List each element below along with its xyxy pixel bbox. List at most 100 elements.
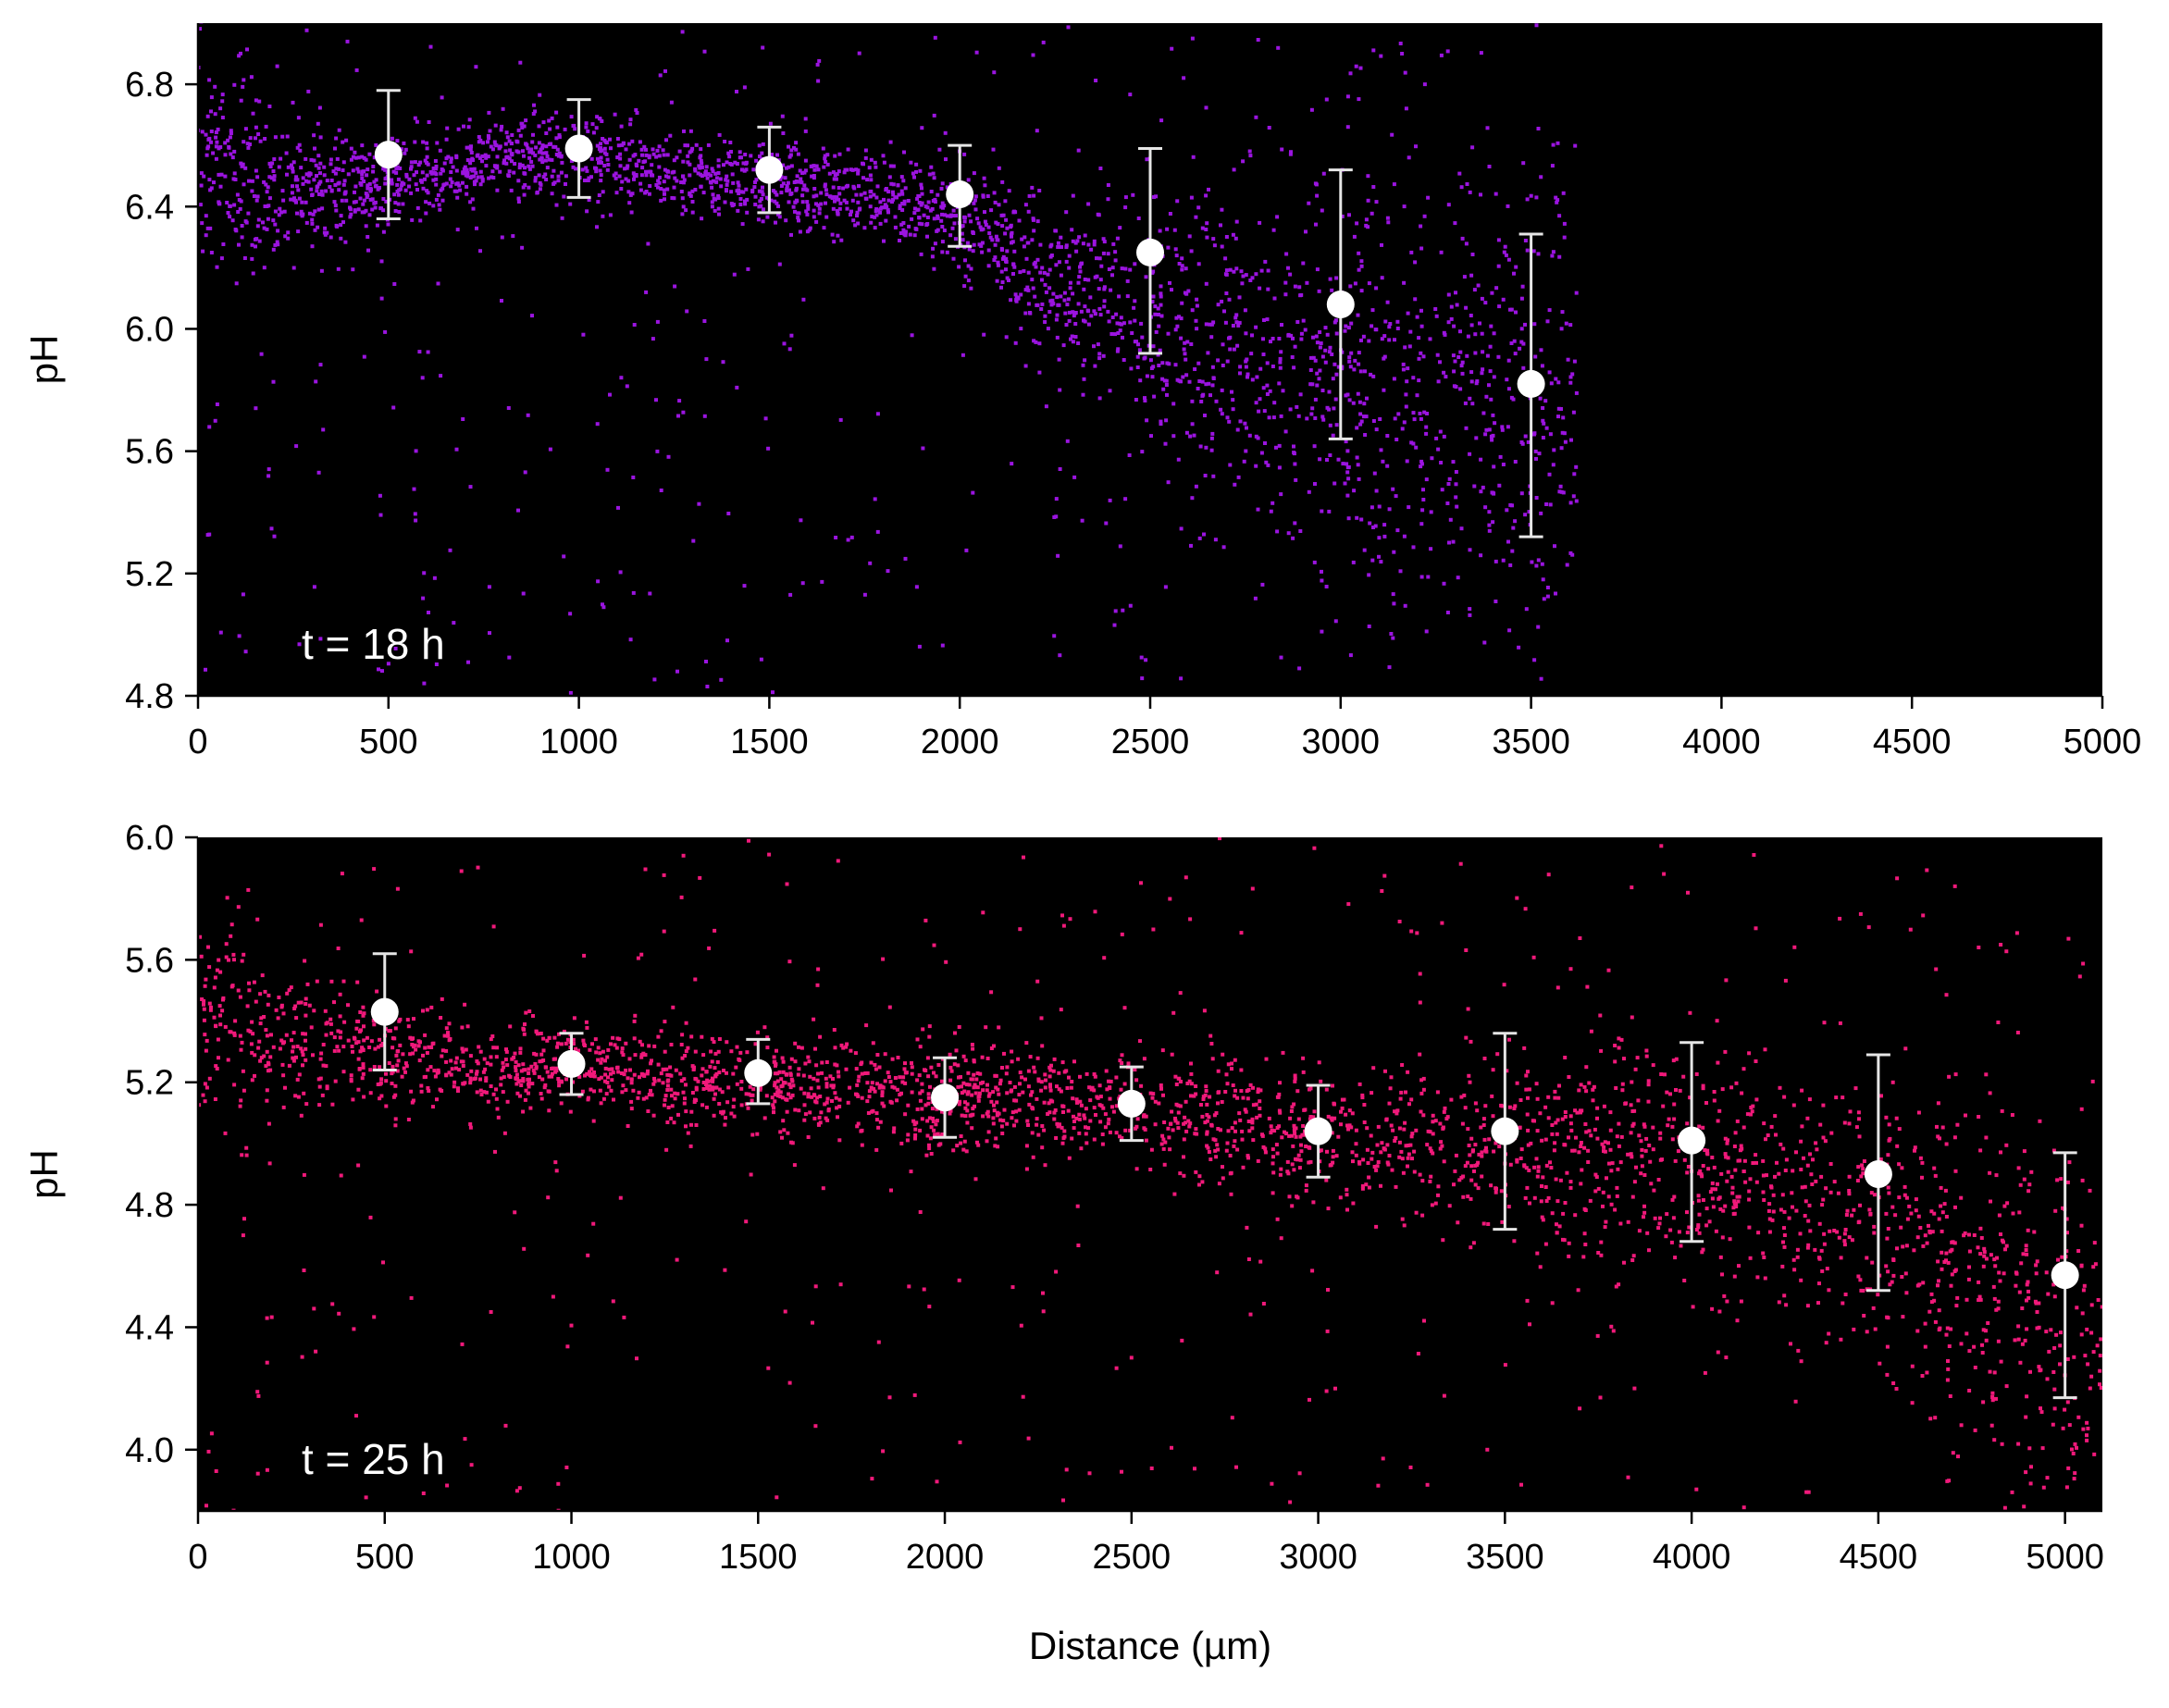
scatter-point [1540, 1184, 1543, 1188]
scatter-point [491, 176, 496, 179]
scatter-point [638, 188, 643, 192]
scatter-point [600, 148, 604, 153]
scatter-point [1990, 1398, 1995, 1403]
scatter-point [716, 206, 721, 211]
scatter-point [1996, 1306, 2001, 1311]
scatter-point [739, 190, 743, 194]
scatter-point [680, 1056, 685, 1060]
scatter-point-outlier [1564, 321, 1568, 326]
scatter-point [855, 214, 859, 217]
scatter-point [1568, 1114, 1573, 1119]
scatter-point [773, 1081, 777, 1085]
scatter-point [213, 84, 217, 89]
scatter-point [1175, 324, 1180, 328]
scatter-point [1798, 1231, 1803, 1236]
scatter-point [1526, 1070, 1530, 1074]
scatter-point-outlier [507, 655, 512, 660]
scatter-point [1447, 477, 1452, 481]
scatter-point [1324, 585, 1329, 588]
scatter-point [806, 1135, 811, 1139]
scatter-point [308, 172, 313, 177]
scatter-point [1345, 1193, 1349, 1197]
scatter-point [1059, 294, 1063, 299]
scatter-point [1328, 277, 1332, 281]
scatter-point [628, 118, 633, 122]
scatter-point [1732, 1199, 1737, 1204]
scatter-point [1279, 414, 1283, 418]
scatter-point [1246, 372, 1250, 377]
scatter-point [1861, 1171, 1865, 1176]
scatter-point [1299, 337, 1304, 341]
scatter-point [688, 193, 693, 198]
scatter-point [1568, 1180, 1573, 1184]
scatter-point [1332, 320, 1337, 325]
scatter-point [793, 1041, 798, 1046]
scatter-point-outlier [1043, 320, 1047, 324]
x-tick-label: 3500 [1492, 723, 1570, 761]
scatter-point [633, 153, 638, 157]
scatter-point [1237, 320, 1242, 325]
scatter-point [442, 161, 447, 166]
scatter-point [1366, 174, 1370, 179]
scatter-point [1261, 1145, 1266, 1149]
scatter-point [1332, 1116, 1337, 1120]
scatter-point [915, 1037, 920, 1042]
scatter-point [1223, 1090, 1228, 1094]
scatter-point [824, 188, 828, 192]
scatter-point [1002, 1051, 1006, 1056]
scatter-point [1231, 232, 1235, 237]
scatter-point [927, 172, 932, 177]
scatter-point [279, 210, 284, 215]
scatter-point [806, 1055, 811, 1059]
scatter-point [1311, 1115, 1316, 1120]
scatter-point [1346, 516, 1351, 521]
scatter-point [710, 1036, 714, 1041]
scatter-point [1233, 1129, 1237, 1133]
scatter-point [1672, 1102, 1677, 1107]
scatter-point [271, 1045, 276, 1049]
scatter-point-outlier [1520, 284, 1525, 289]
scatter-point [808, 1074, 812, 1079]
scatter-point [1459, 526, 1464, 531]
scatter-point [1825, 1267, 1829, 1271]
scatter-point-outlier [1479, 553, 1483, 558]
scatter-point [480, 159, 484, 164]
scatter-point [1073, 322, 1078, 326]
scatter-point [1211, 1137, 1216, 1142]
scatter-point [692, 1100, 697, 1104]
scatter-point-outlier [1343, 328, 1347, 333]
scatter-point [214, 135, 218, 140]
scatter-point [1106, 183, 1110, 187]
scatter-point [1331, 1148, 1335, 1153]
scatter-point [344, 138, 349, 142]
scatter-point-outlier [522, 124, 527, 129]
scatter-point [232, 1033, 237, 1037]
scatter-point-outlier [595, 422, 600, 427]
scatter-point-outlier [436, 281, 440, 286]
scatter-point [1415, 315, 1419, 319]
scatter-point [1225, 415, 1230, 420]
scatter-point [1723, 1136, 1728, 1141]
scatter-point [1224, 235, 1229, 239]
scatter-point-outlier [254, 406, 258, 411]
scatter-point [1355, 515, 1359, 520]
scatter-point [484, 164, 489, 168]
scatter-point [2021, 1252, 2026, 1256]
scatter-point [1346, 1127, 1350, 1132]
scatter-point [550, 1071, 554, 1076]
scatter-point [929, 1152, 934, 1156]
scatter-point [992, 1103, 996, 1108]
scatter-point [971, 249, 975, 254]
scatter-point [1171, 434, 1176, 439]
scatter-point [370, 207, 375, 212]
scatter-point [1762, 1121, 1766, 1126]
scatter-point-outlier [518, 60, 523, 65]
scatter-point [1346, 326, 1351, 330]
scatter-point [1972, 1233, 1977, 1237]
x-tick-label: 4000 [1682, 723, 1761, 761]
scatter-point [1283, 1130, 1286, 1134]
scatter-point [1558, 1178, 1563, 1182]
scatter-point [504, 130, 509, 135]
scatter-point [736, 180, 740, 185]
scatter-point [224, 942, 229, 947]
